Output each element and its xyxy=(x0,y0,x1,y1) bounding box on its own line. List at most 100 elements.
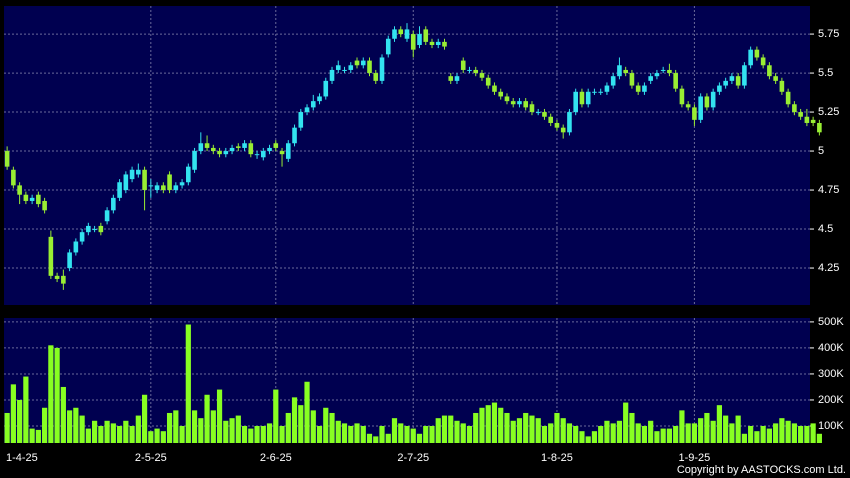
candle-body xyxy=(598,91,603,93)
volume-bar xyxy=(654,431,660,443)
candle-body xyxy=(260,151,266,158)
candle-body xyxy=(186,166,191,183)
candle-body xyxy=(17,185,22,195)
candle-body xyxy=(142,169,147,191)
candle-body xyxy=(504,96,510,102)
volume-bar xyxy=(266,423,273,443)
volume-bar xyxy=(473,412,479,443)
x-tick-label: 2-5-25 xyxy=(135,452,167,464)
candle-body xyxy=(348,65,354,70)
candle-body xyxy=(385,38,391,55)
volume-bar xyxy=(323,407,329,443)
volume-bar xyxy=(748,425,754,443)
volume-bar xyxy=(635,423,641,443)
volume-bar xyxy=(673,425,679,443)
candle-body xyxy=(204,143,210,148)
candle-body xyxy=(792,104,797,113)
candle-body xyxy=(754,49,760,58)
copyright: Copyright by AASTOCKS.com Ltd. xyxy=(677,464,846,476)
candle-body xyxy=(67,252,72,269)
candle-body xyxy=(798,112,803,117)
volume-bar xyxy=(85,428,91,443)
x-tick-label: 1-4-25 xyxy=(6,452,38,464)
volume-bar xyxy=(223,420,229,443)
candle-body xyxy=(623,69,628,74)
volume-bar xyxy=(591,431,598,443)
volume-bar xyxy=(760,425,766,443)
candle-body xyxy=(435,41,441,45)
volume-bar xyxy=(42,407,48,443)
candle-body xyxy=(417,34,422,45)
candle-body xyxy=(592,91,597,93)
volume-bar xyxy=(429,425,435,443)
candle-body xyxy=(467,69,472,71)
candle-body xyxy=(648,76,653,81)
volume-bar xyxy=(573,425,579,443)
volume-bar xyxy=(279,425,285,443)
candle-body xyxy=(61,275,66,284)
candle-body xyxy=(117,182,122,198)
candle-body xyxy=(442,41,447,47)
candle-body xyxy=(767,65,772,77)
volume-bar xyxy=(391,418,398,443)
volume-bar xyxy=(154,428,160,443)
volume-bar xyxy=(298,405,304,443)
volume-bar xyxy=(741,433,747,443)
volume-bar xyxy=(773,423,779,443)
volume-bar xyxy=(198,418,204,443)
candle-body xyxy=(242,143,247,148)
candle-body xyxy=(410,34,416,50)
candle-body xyxy=(173,185,179,191)
volume-bar xyxy=(585,436,591,443)
candle-body xyxy=(642,85,647,92)
candle-body xyxy=(423,29,429,42)
volume-bar xyxy=(248,428,254,443)
volume-bar xyxy=(679,410,685,443)
volume-bar xyxy=(273,389,279,443)
volume-bar xyxy=(666,428,673,443)
volume-bar xyxy=(598,425,604,443)
candle-body xyxy=(717,85,722,92)
volume-bar xyxy=(135,415,141,443)
candle-body xyxy=(304,107,310,113)
x-tick-label: 2-6-25 xyxy=(260,452,292,464)
candle-body xyxy=(179,182,185,186)
volume-bar xyxy=(204,394,210,443)
candle-body xyxy=(42,200,47,211)
candle-body xyxy=(398,29,404,35)
candle-body xyxy=(748,49,753,66)
volume-bar xyxy=(285,412,291,443)
candle-body xyxy=(23,194,29,201)
candle-body xyxy=(317,96,322,102)
candle-body xyxy=(148,185,154,187)
candle-body xyxy=(679,88,685,105)
volume-bar xyxy=(629,412,635,443)
candle-body xyxy=(548,116,554,123)
candle-body xyxy=(323,80,329,97)
volume-bar xyxy=(229,418,235,443)
volume-bar xyxy=(17,399,23,443)
volume-bar xyxy=(716,405,723,443)
volume-bar xyxy=(185,324,191,443)
candle-body xyxy=(535,112,541,114)
candle-body xyxy=(129,169,135,180)
volume-bar xyxy=(566,423,573,443)
candle-body xyxy=(217,151,222,155)
volume-bar xyxy=(91,420,98,443)
candle-body xyxy=(273,143,279,148)
candle-body xyxy=(292,127,297,144)
candle-body xyxy=(248,143,254,155)
candle-body xyxy=(479,73,485,78)
candle-body xyxy=(154,185,160,191)
volume-bar xyxy=(398,423,404,443)
candle-body xyxy=(785,91,791,105)
volume-bar xyxy=(354,423,360,443)
candle-body xyxy=(211,147,216,152)
volume-bar xyxy=(73,407,79,443)
candle-body xyxy=(198,143,204,152)
volume-bar xyxy=(4,412,10,443)
y-tick-label: 5.5 xyxy=(818,67,833,79)
volume-bar xyxy=(316,425,323,443)
volume-bar xyxy=(460,423,466,443)
